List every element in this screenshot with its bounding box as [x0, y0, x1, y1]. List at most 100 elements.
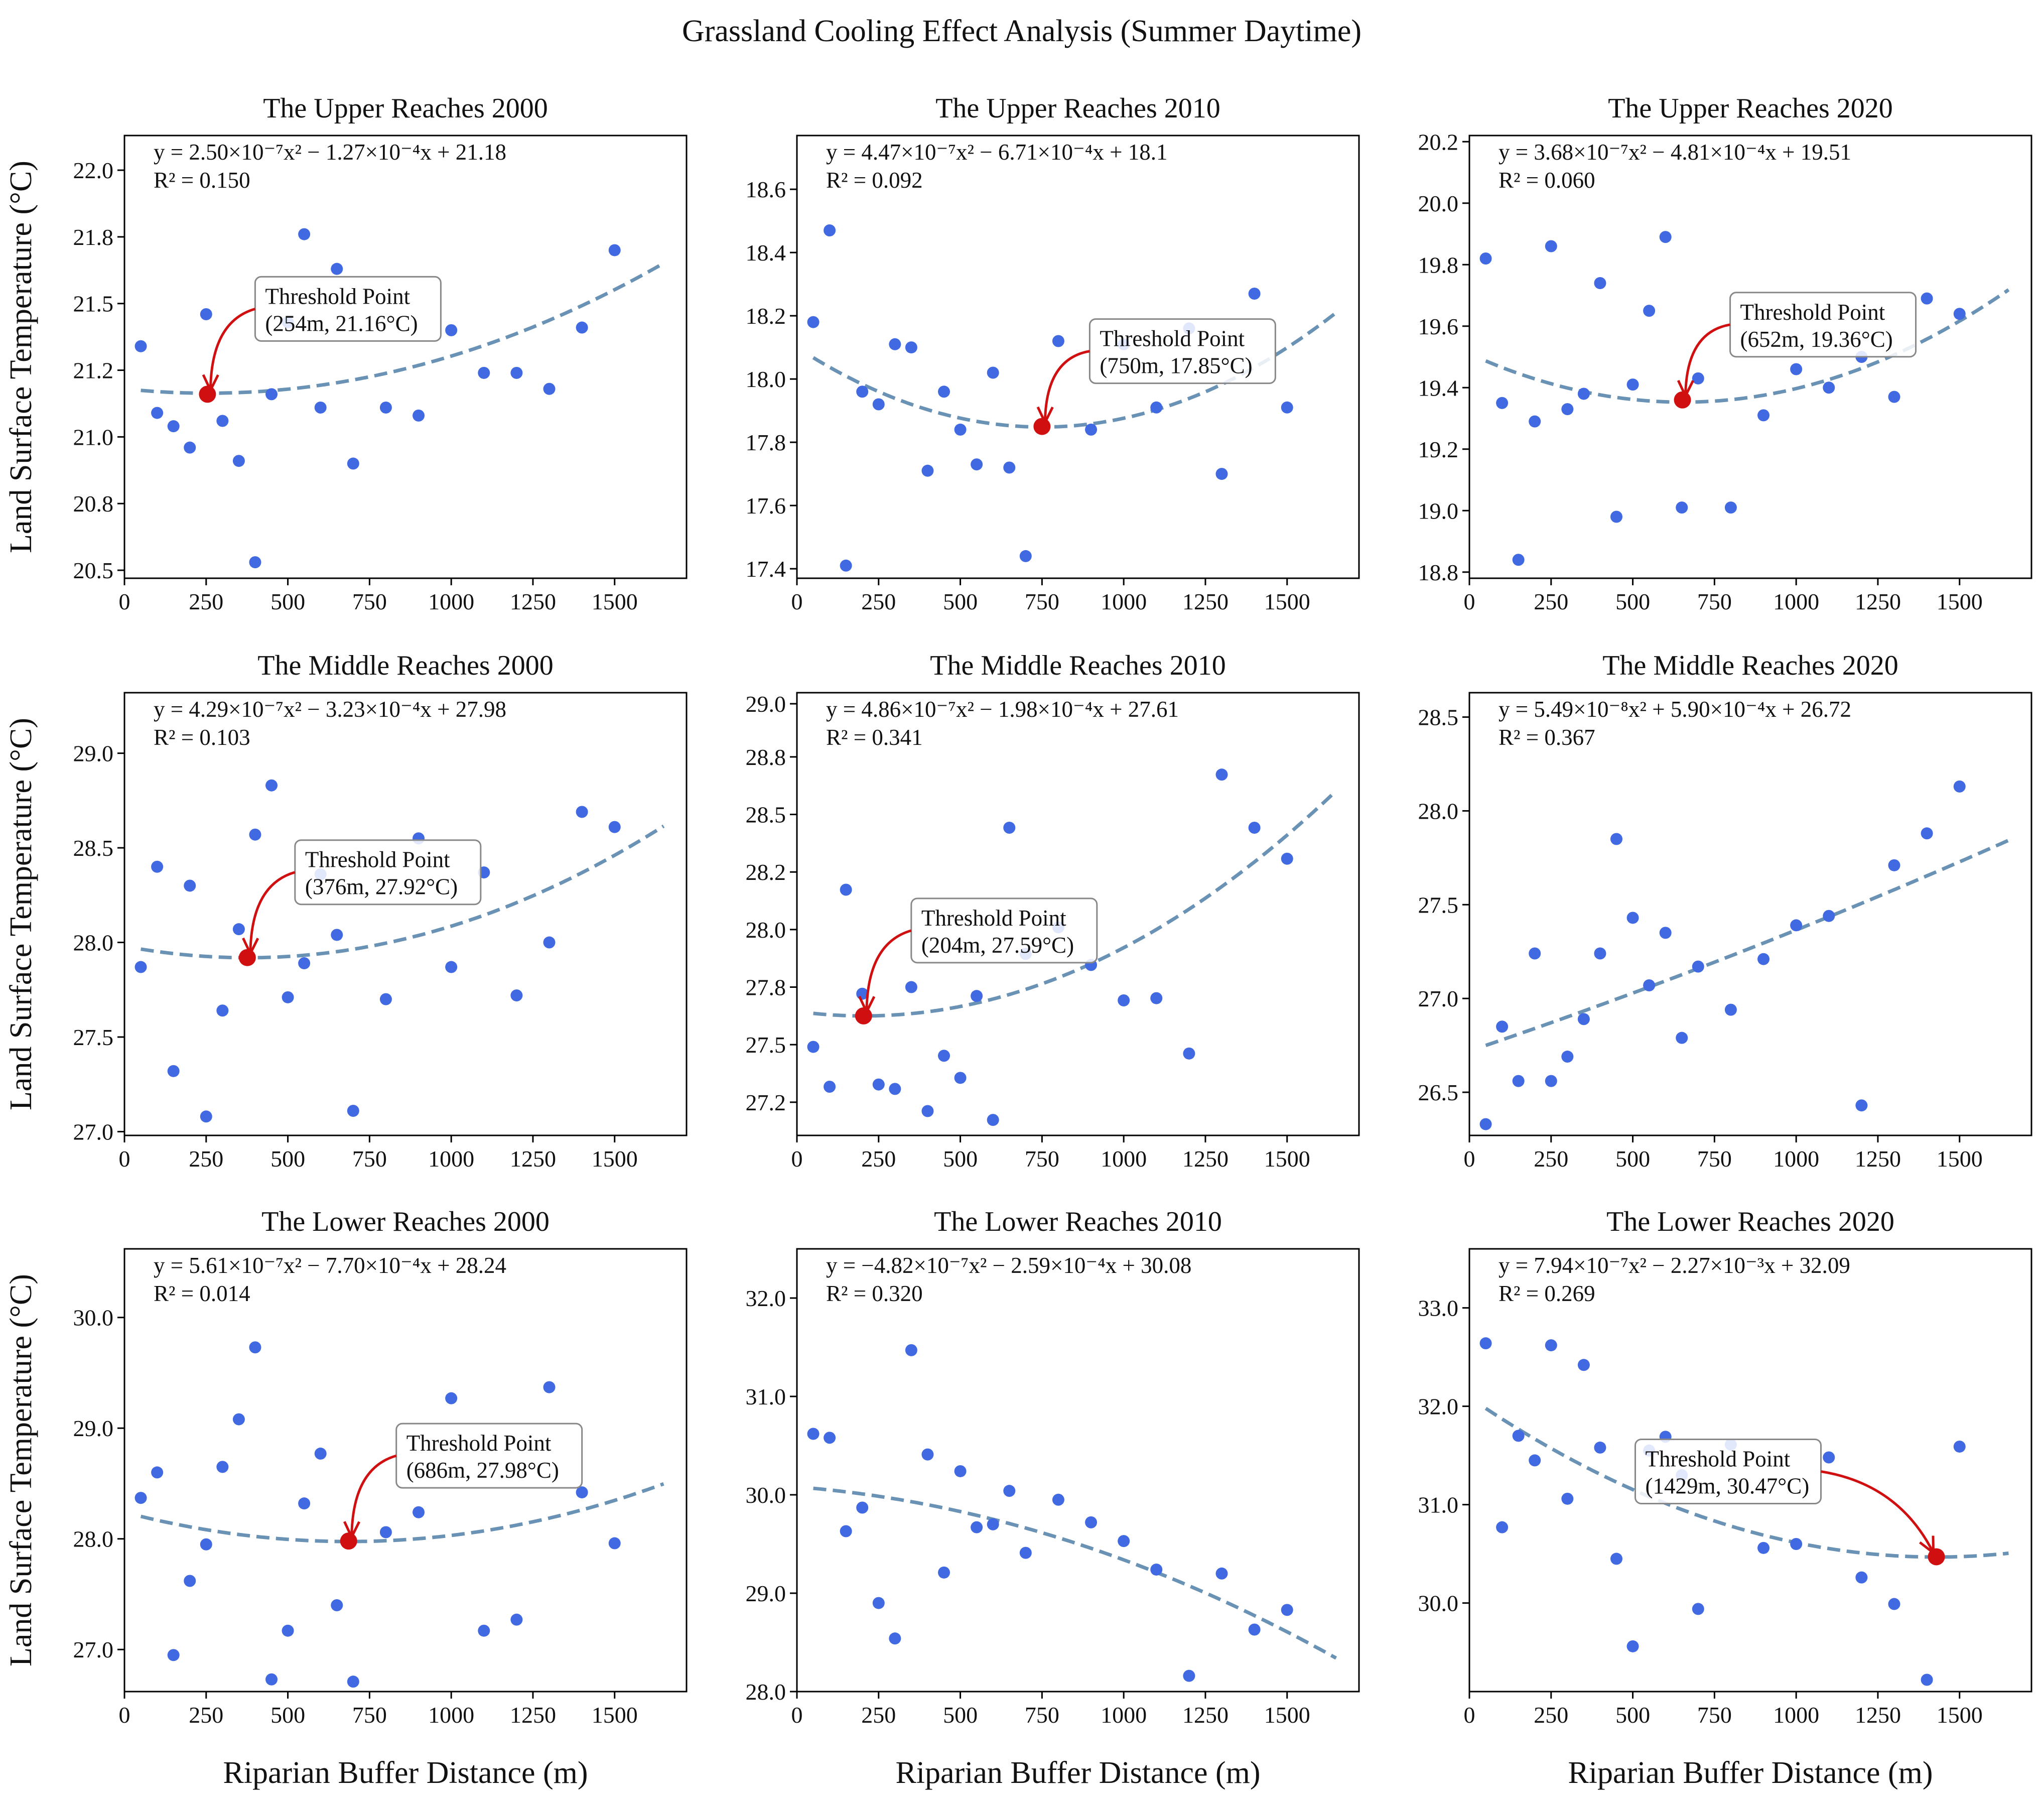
x-tick-label: 750 — [352, 589, 387, 614]
scatter-point — [445, 324, 458, 336]
x-tick-label: 250 — [861, 1146, 896, 1172]
scatter-point — [282, 991, 294, 1003]
fit-equation: y = 4.86×10⁻⁷x² − 1.98×10⁻⁴x + 27.61 — [826, 697, 1179, 722]
scatter-point — [167, 420, 180, 433]
threshold-value: (686m, 27.98°C) — [406, 1458, 559, 1483]
scatter-point — [200, 308, 212, 320]
y-tick-label: 29.0 — [73, 1416, 114, 1441]
y-tick-label: 18.8 — [1418, 560, 1459, 585]
scatter-point — [510, 1613, 523, 1626]
scatter-point — [1019, 550, 1032, 562]
scatter-point — [954, 423, 967, 436]
scatter-point — [824, 1432, 836, 1444]
figure-title: Grassland Cooling Effect Analysis (Summe… — [682, 14, 1361, 48]
scatter-point — [151, 860, 164, 873]
scatter-point — [1823, 381, 1835, 394]
scatter-point — [1215, 768, 1228, 781]
scatter-point — [1855, 1571, 1868, 1584]
x-tick-label: 1250 — [510, 1146, 556, 1172]
threshold-arrow — [209, 307, 256, 391]
scatter-point — [232, 455, 245, 467]
y-tick-label: 20.2 — [1418, 129, 1459, 155]
y-tick-label: 21.8 — [73, 224, 114, 250]
fit-equation: y = 2.50×10⁻⁷x² − 1.27×10⁻⁴x + 21.18 — [154, 140, 506, 165]
y-tick-label: 29.0 — [746, 1581, 786, 1606]
scatter-point — [331, 929, 343, 941]
scatter-point — [1496, 1521, 1509, 1533]
scatter-point — [1757, 409, 1770, 422]
subplot-6: The Middle Reaches 2020 0 250 500 750 1000 125… — [1418, 650, 2032, 1172]
scatter-point — [1577, 1013, 1590, 1025]
threshold-label: Threshold Point — [1646, 1446, 1791, 1471]
y-tick-label: 30.0 — [1418, 1591, 1459, 1616]
y-tick-label: 27.5 — [1418, 892, 1459, 918]
scatter-point — [1757, 953, 1770, 965]
plot-frame — [123, 1248, 688, 1693]
scatter-point — [265, 779, 278, 792]
scatter-point — [232, 923, 245, 936]
scatter-point — [1888, 391, 1900, 403]
y-tick-label: 18.2 — [746, 303, 786, 329]
y-axis-label: Land Surface Temperature (°C) — [4, 718, 38, 1110]
x-tick-label: 1250 — [1182, 1702, 1229, 1728]
subplot-title: The Upper Reaches 2010 — [935, 93, 1220, 124]
scatter-point — [1003, 1485, 1016, 1497]
scatter-point — [1545, 1339, 1557, 1352]
x-tick-label: 1250 — [1182, 1146, 1229, 1172]
y-tick-label: 27.0 — [73, 1637, 114, 1662]
y-tick-label: 17.6 — [746, 493, 786, 519]
scatter-point — [1692, 1603, 1704, 1615]
y-tick-label: 18.6 — [746, 177, 786, 202]
scatter-point — [971, 458, 983, 471]
r-squared: R² = 0.060 — [1498, 168, 1595, 193]
x-tick-label: 750 — [1025, 589, 1059, 614]
r-squared: R² = 0.103 — [154, 725, 250, 750]
y-tick-label: 28.2 — [746, 859, 786, 885]
x-tick-label: 250 — [1534, 589, 1568, 614]
y-tick-label: 31.0 — [1418, 1492, 1459, 1518]
y-tick-label: 19.4 — [1418, 375, 1459, 401]
y-tick-label: 27.5 — [73, 1024, 114, 1050]
scatter-point — [167, 1649, 180, 1661]
x-tick-label: 1000 — [428, 589, 474, 614]
plot-frame — [796, 135, 1360, 579]
r-squared: R² = 0.320 — [826, 1281, 923, 1306]
x-tick-label: 500 — [1615, 1146, 1650, 1172]
scatter-point — [543, 1381, 556, 1393]
scatter-point — [938, 1050, 950, 1062]
scatter-point — [1215, 468, 1228, 480]
x-tick-label: 250 — [861, 589, 896, 614]
threshold-arrow — [1043, 350, 1090, 423]
scatter-point — [1248, 822, 1261, 834]
scatter-point — [1724, 1003, 1737, 1016]
y-tick-label: 21.5 — [73, 291, 114, 317]
scatter-point — [347, 1676, 359, 1688]
scatter-point — [987, 1518, 999, 1530]
x-tick-label: 1500 — [1264, 589, 1310, 614]
fit-curve — [1485, 288, 2010, 404]
subplot-title: The Upper Reaches 2020 — [1608, 93, 1893, 124]
scatter-point — [1594, 277, 1606, 289]
threshold-label: Threshold Point — [1100, 326, 1245, 351]
scatter-point — [478, 366, 490, 379]
y-tick-label: 21.2 — [73, 358, 114, 383]
scatter-point — [1003, 461, 1016, 474]
scatter-point — [445, 961, 458, 973]
scatter-point — [1019, 1547, 1032, 1559]
scatter-point — [510, 989, 523, 1002]
scatter-point — [1561, 1492, 1574, 1505]
x-tick-label: 1500 — [1937, 1146, 1983, 1172]
threshold-label: Threshold Point — [406, 1431, 552, 1456]
y-tick-label: 27.8 — [746, 975, 786, 1000]
scatter-point — [905, 1344, 917, 1356]
scatter-point — [1659, 231, 1672, 243]
x-tick-label: 1000 — [1773, 1702, 1819, 1728]
scatter-point — [1529, 947, 1541, 960]
y-tick-label: 32.0 — [1418, 1394, 1459, 1420]
x-tick-label: 0 — [791, 1702, 803, 1728]
fit-equation: y = 7.94×10⁻⁷x² − 2.27×10⁻³x + 32.09 — [1498, 1253, 1850, 1278]
scatter-point — [1512, 1430, 1525, 1442]
y-tick-label: 20.5 — [73, 558, 114, 583]
r-squared: R² = 0.269 — [1498, 1281, 1595, 1306]
scatter-point — [608, 1537, 621, 1550]
